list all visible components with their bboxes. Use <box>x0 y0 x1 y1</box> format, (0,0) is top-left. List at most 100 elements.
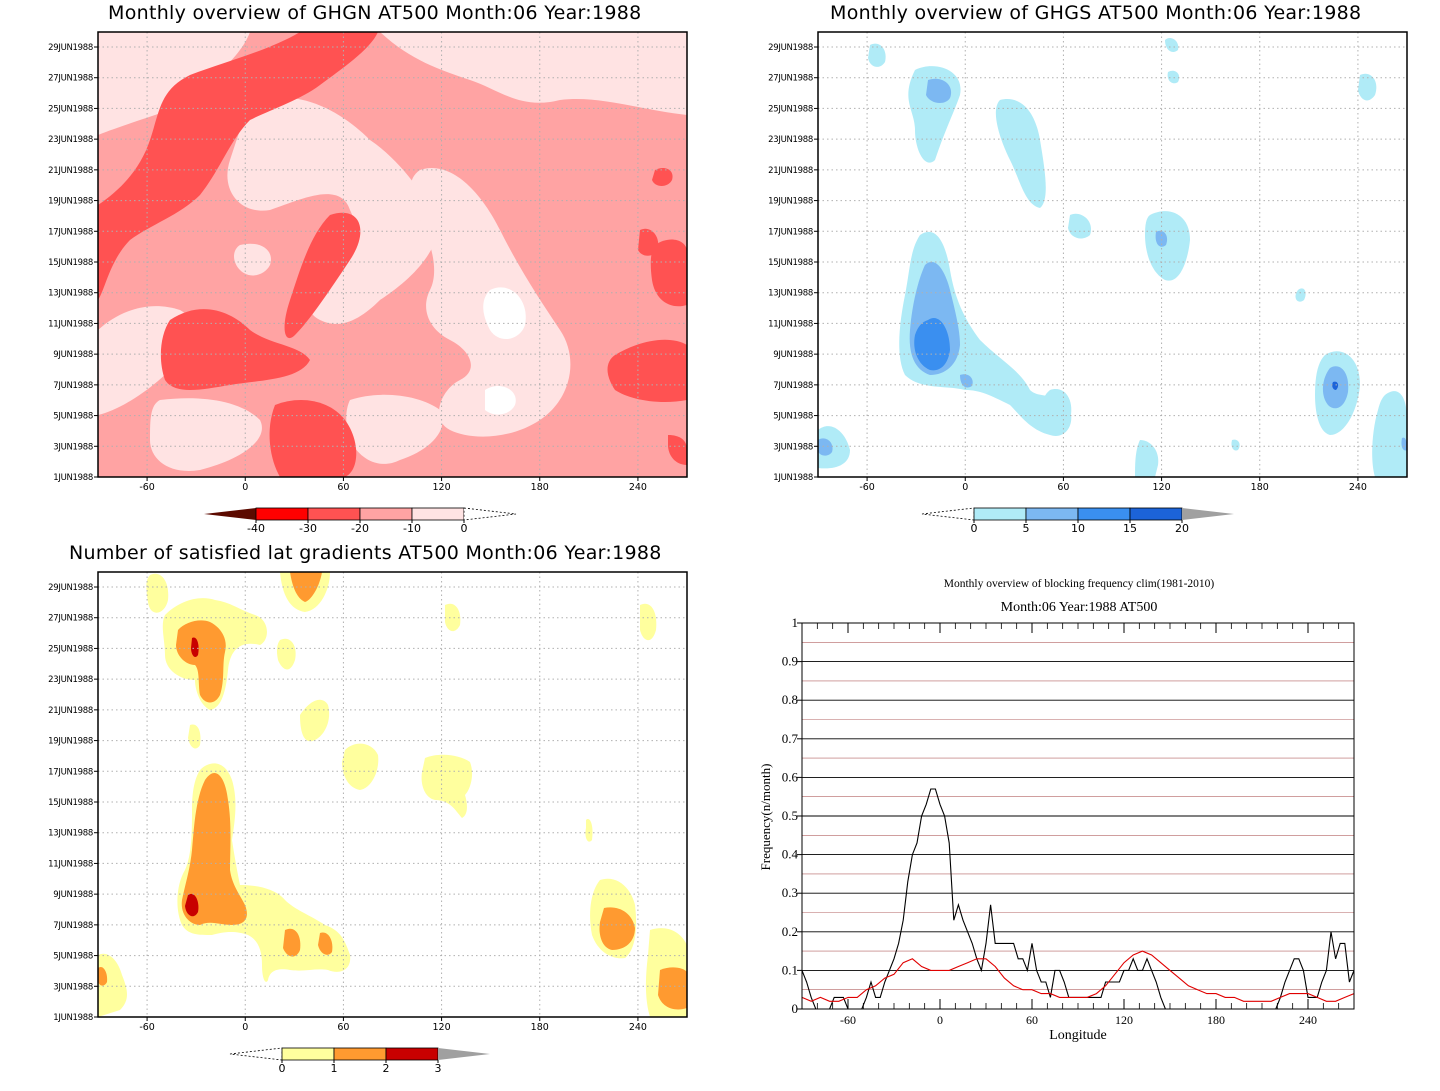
y-tick-label: 11JUN1988 <box>768 319 813 329</box>
x-tick-label: 60 <box>337 482 349 493</box>
y-tick-label: 13JUN1988 <box>48 289 93 299</box>
x-tick-label: 0 <box>937 1013 943 1027</box>
x-tick-label: 120 <box>1153 482 1171 493</box>
colorbar-segment <box>333 1047 387 1061</box>
y-tick-label: 9JUN1988 <box>53 890 93 900</box>
y-tick-label: 19JUN1988 <box>48 197 93 207</box>
y-tick-label: 3JUN1988 <box>773 442 813 452</box>
y-tick-label: 25JUN1988 <box>768 104 813 114</box>
y-tick-label: 21JUN1988 <box>768 166 813 176</box>
y-tick-label: 25JUN1988 <box>48 104 93 114</box>
colorbar-segment <box>411 507 465 521</box>
colorbar-label: 1 <box>331 1062 338 1075</box>
x-tick-label: 0 <box>962 482 968 493</box>
ghgs-contour-plot: 29JUN1988 27JUN1988 25JUN1988 23JUN1988 21JU… <box>768 31 1408 535</box>
ghgs-gridlines <box>818 32 1407 477</box>
y-tick-label: 0.9 <box>782 654 798 669</box>
y-tick-label: 0.4 <box>782 847 799 862</box>
frequency-gridlines <box>802 642 1354 991</box>
x-tick-label: -60 <box>859 482 875 493</box>
y-tick-label: 23JUN1988 <box>768 135 813 145</box>
colorbar-label: -20 <box>351 522 369 535</box>
x-tick-label: 240 <box>1349 482 1367 493</box>
y-tick-label: 0.3 <box>782 885 798 900</box>
y-tick-label: 9JUN1988 <box>773 350 813 360</box>
latgrad-panel: Number of satisfied lat gradients AT500 … <box>0 540 720 1091</box>
y-tick-label: 23JUN1988 <box>48 675 93 685</box>
series-line-red <box>801 950 1355 1002</box>
x-tick-label: 180 <box>1251 482 1269 493</box>
y-tick-label: 29JUN1988 <box>768 43 813 53</box>
y-tick-label: 17JUN1988 <box>48 227 93 237</box>
x-tick-label: 120 <box>1115 1013 1133 1027</box>
x-tick-label: 180 <box>531 1022 549 1033</box>
latgrad-title: Number of satisfied lat gradients AT500 … <box>69 542 662 564</box>
colorbar-label: 5 <box>1023 522 1030 535</box>
y-tick-label: 5JUN1988 <box>773 412 813 422</box>
x-tick-label: 120 <box>433 482 451 493</box>
x-tick-label: 240 <box>1299 1013 1317 1027</box>
colorbar-label: -10 <box>403 522 421 535</box>
series-line-black <box>801 788 1355 1010</box>
colorbar-segment <box>973 507 1027 521</box>
x-tick-label: 60 <box>1026 1013 1038 1027</box>
ghgn-panel: Monthly overview of GHGN AT500 Month:06 … <box>0 0 720 545</box>
y-tick-label: 19JUN1988 <box>768 197 813 207</box>
ghgn-x-axis: -60 0 60 120 180 240 <box>139 477 647 493</box>
ghgn-colorbar: -40 -30 -20 -10 0 <box>204 507 517 535</box>
latgrad-colorbar: 0 1 2 3 <box>229 1047 490 1075</box>
x-tick-label: -60 <box>840 1013 856 1027</box>
ghgn-contour-plot: 29JUN1988 27JUN1988 25JUN1988 23JUN1988 21JU… <box>48 31 688 535</box>
y-tick-label: 0.7 <box>782 731 799 746</box>
colorbar-label: 20 <box>1175 522 1189 535</box>
y-tick-label: 19JUN1988 <box>48 737 93 747</box>
x-tick-label: 120 <box>433 1022 451 1033</box>
colorbar-segment <box>1077 507 1131 521</box>
ghgs-x-axis: -60 0 60 120 180 240 <box>859 477 1367 493</box>
frequency-y-axis: 0 0.1 0.2 0.3 0.4 0.5 0.6 0.7 0.8 0.9 1 <box>782 615 802 1016</box>
y-tick-label: 3JUN1988 <box>53 982 93 992</box>
y-tick-label: 3JUN1988 <box>53 442 93 452</box>
y-tick-label: 1JUN1988 <box>53 1013 93 1023</box>
y-tick-label: 0.5 <box>782 808 798 823</box>
y-tick-label: 13JUN1988 <box>768 289 813 299</box>
colorbar-arrow-low <box>229 1047 283 1061</box>
colorbar-label: 3 <box>435 1062 442 1075</box>
x-tick-label: 240 <box>629 1022 647 1033</box>
blocking-frequency-chart: Monthly overview of blocking frequency c… <box>758 578 1355 1043</box>
y-tick-label: 29JUN1988 <box>48 583 93 593</box>
y-axis-label: Frequency(n/month) <box>758 764 773 871</box>
chart-title: Monthly overview of blocking frequency c… <box>944 578 1215 590</box>
y-tick-label: 15JUN1988 <box>48 798 93 808</box>
y-tick-label: 0.8 <box>782 692 798 707</box>
x-tick-label: 180 <box>1207 1013 1225 1027</box>
ghgn-gridlines <box>98 32 687 477</box>
ghgs-y-axis: 29JUN1988 27JUN1988 25JUN1988 23JUN1988 21JU… <box>768 43 818 483</box>
y-tick-label: 21JUN1988 <box>48 166 93 176</box>
colorbar-label: 0 <box>971 522 978 535</box>
y-tick-label: 11JUN1988 <box>48 859 93 869</box>
y-tick-label: 1JUN1988 <box>773 473 813 483</box>
y-tick-label: 25JUN1988 <box>48 644 93 654</box>
y-tick-label: 13JUN1988 <box>48 829 93 839</box>
ghgn-y-axis: 29JUN1988 27JUN1988 25JUN1988 23JUN1988 21JU… <box>48 43 98 483</box>
y-tick-label: 27JUN1988 <box>48 614 93 624</box>
y-tick-label: 7JUN1988 <box>773 381 813 391</box>
ghgs-panel: Monthly overview of GHGS AT500 Month:06 … <box>720 0 1440 545</box>
y-tick-label: 7JUN1988 <box>53 381 93 391</box>
y-tick-label: 17JUN1988 <box>768 227 813 237</box>
y-tick-label: 7JUN1988 <box>53 921 93 931</box>
ghgn-title: Monthly overview of GHGN AT500 Month:06 … <box>108 2 642 24</box>
colorbar-label: -30 <box>299 522 317 535</box>
ghgs-colorbar: 0 5 10 15 20 <box>921 507 1234 535</box>
y-tick-label: 1JUN1988 <box>53 473 93 483</box>
colorbar-arrow-low <box>204 508 256 520</box>
x-axis-label: Longitude <box>1049 1028 1107 1043</box>
x-tick-label: 60 <box>337 1022 349 1033</box>
y-tick-label: 27JUN1988 <box>768 74 813 84</box>
colorbar-arrow-high <box>1182 508 1234 520</box>
y-tick-label: 0.2 <box>782 924 798 939</box>
x-tick-label: -60 <box>139 482 155 493</box>
colorbar-arrow-high <box>463 507 517 521</box>
y-tick-label: 15JUN1988 <box>768 258 813 268</box>
